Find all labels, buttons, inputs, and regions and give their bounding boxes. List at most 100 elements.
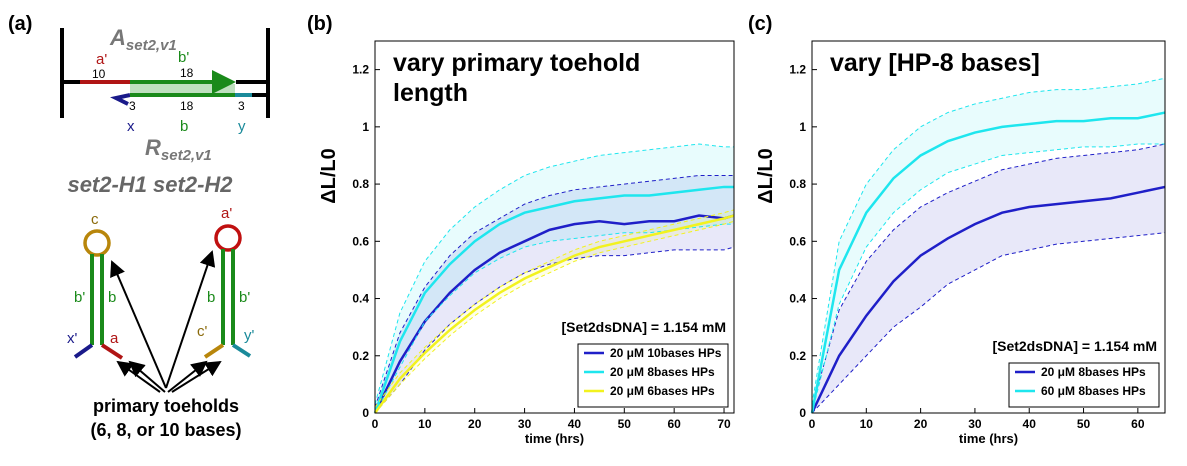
legend-label: 20 μM 8bases HPs (610, 365, 715, 379)
domain: a' (221, 205, 232, 222)
x-axis-label: time (hrs) (959, 431, 1018, 446)
bound-line (811, 143, 1165, 414)
y-tick-label: 1.2 (789, 63, 806, 77)
loop (83, 229, 111, 257)
x-tick-label: 10 (418, 417, 432, 431)
panel-a: (a) Aset2,v1 a' 10 b' 18 3 18 3 x b y Rs… (8, 13, 270, 440)
domain: x' (67, 330, 78, 347)
legend-box (577, 343, 729, 408)
tail (73, 343, 94, 359)
series-line (373, 214, 735, 414)
domain: b (108, 289, 116, 306)
domain: c' (197, 323, 208, 340)
bound-line (811, 232, 1166, 414)
bound-line (374, 143, 734, 405)
complex-label: Aset2,v1 (109, 25, 177, 54)
y-axis-label: ΔL/L0 (318, 148, 340, 204)
axes-box (811, 40, 1166, 414)
domain-length: 3 (238, 99, 245, 113)
y-tick-label: 0.4 (789, 292, 806, 306)
y-tick-label: 0 (362, 406, 369, 420)
arrows (110, 250, 222, 393)
domain: a' (96, 51, 107, 68)
chart-title: vary [HP-8 bases] (830, 49, 1040, 77)
bound-line (811, 143, 1166, 408)
series-line (373, 214, 735, 414)
x-tick-label: 50 (1077, 417, 1091, 431)
y-axis-label: ΔL/L0 (755, 148, 777, 204)
domain: b' (74, 289, 85, 306)
legend-label: 20 μM 10bases HPs (610, 346, 722, 360)
tail (231, 343, 252, 358)
bound-line (374, 209, 735, 408)
x-tick-label: 0 (372, 417, 379, 431)
label: R (145, 135, 161, 160)
panel-label: (c) (748, 13, 772, 35)
x-axis-label: time (hrs) (525, 431, 584, 446)
bound-line (811, 77, 1166, 405)
y-tick-label: 1 (799, 120, 806, 134)
y-tick-label: 1.2 (352, 63, 369, 77)
y-tick-label: 0.8 (352, 177, 369, 191)
x-tick-label: 20 (468, 417, 482, 431)
bound-line (374, 223, 734, 414)
y-tick-label: 0.6 (789, 234, 806, 248)
caption: primary toeholds (93, 396, 239, 416)
domain: x (127, 118, 135, 135)
loop (214, 224, 242, 252)
subscript: set2,v1 (161, 147, 212, 164)
y-tick-label: 0.4 (352, 292, 369, 306)
annotation: [Set2dsDNA] = 1.154 mM (561, 319, 726, 335)
domain: b (180, 118, 188, 135)
x-tick-label: 30 (968, 417, 982, 431)
hairpins-title: set2-H1 set2-H2 (67, 172, 233, 197)
legend-label: 20 μM 6bases HPs (610, 384, 715, 398)
legend-label: 20 μM 8bases HPs (1041, 365, 1146, 379)
label: A (109, 25, 126, 50)
x-tick-label: 20 (914, 417, 928, 431)
subscript: set2,v1 (126, 37, 177, 54)
bound-line (374, 174, 734, 408)
legend-label: 60 μM 8bases HPs (1041, 384, 1146, 398)
x-tick-label: 60 (667, 417, 681, 431)
y-tick-label: 0.2 (789, 349, 806, 363)
chart: (b) 0 0.2 0.4 0.6 0.8 1 1.2 0 10 20 30 40 50 60 70 time … (307, 13, 735, 446)
x-tick-label: 40 (568, 417, 582, 431)
band (812, 78, 1165, 413)
annotation: [Set2dsDNA] = 1.154 mM (992, 338, 1157, 354)
chart: (c) 0 0.2 0.4 0.6 0.8 1 1.2 0 10 20 30 40 50 60 time (h… (748, 13, 1166, 446)
x-tick-label: 40 (1023, 417, 1037, 431)
domain-length: 10 (92, 67, 106, 81)
y-tick-label: 0.8 (789, 177, 806, 191)
panel-label: (b) (307, 13, 333, 35)
axes-box (374, 40, 735, 414)
band (375, 144, 734, 413)
domain-length: 18 (180, 99, 194, 113)
band (375, 175, 734, 413)
domain-length: 18 (180, 66, 194, 80)
legend-box (1008, 362, 1160, 408)
series-line (810, 185, 1166, 414)
x-tick-label: 60 (1131, 417, 1145, 431)
domain: a (110, 330, 119, 347)
caption: (6, 8, or 10 bases) (90, 420, 241, 440)
y-tick-label: 1 (362, 120, 369, 134)
domain: b' (178, 49, 189, 66)
bound-line (374, 220, 735, 414)
tail (203, 343, 225, 359)
chart-title: length (393, 79, 468, 107)
series-line (373, 185, 734, 414)
domain: b' (239, 289, 250, 306)
x-tick-label: 0 (809, 417, 816, 431)
domain: y (238, 118, 246, 135)
complex-label: Rset2,v1 (145, 135, 212, 164)
y-tick-label: 0.6 (352, 234, 369, 248)
panel-label: (a) (8, 13, 32, 35)
duplex-shade (130, 84, 235, 94)
y-tick-label: 0 (799, 406, 806, 420)
domain: c (91, 211, 99, 228)
x-tick-label: 30 (518, 417, 532, 431)
x-tick-label: 70 (717, 417, 731, 431)
